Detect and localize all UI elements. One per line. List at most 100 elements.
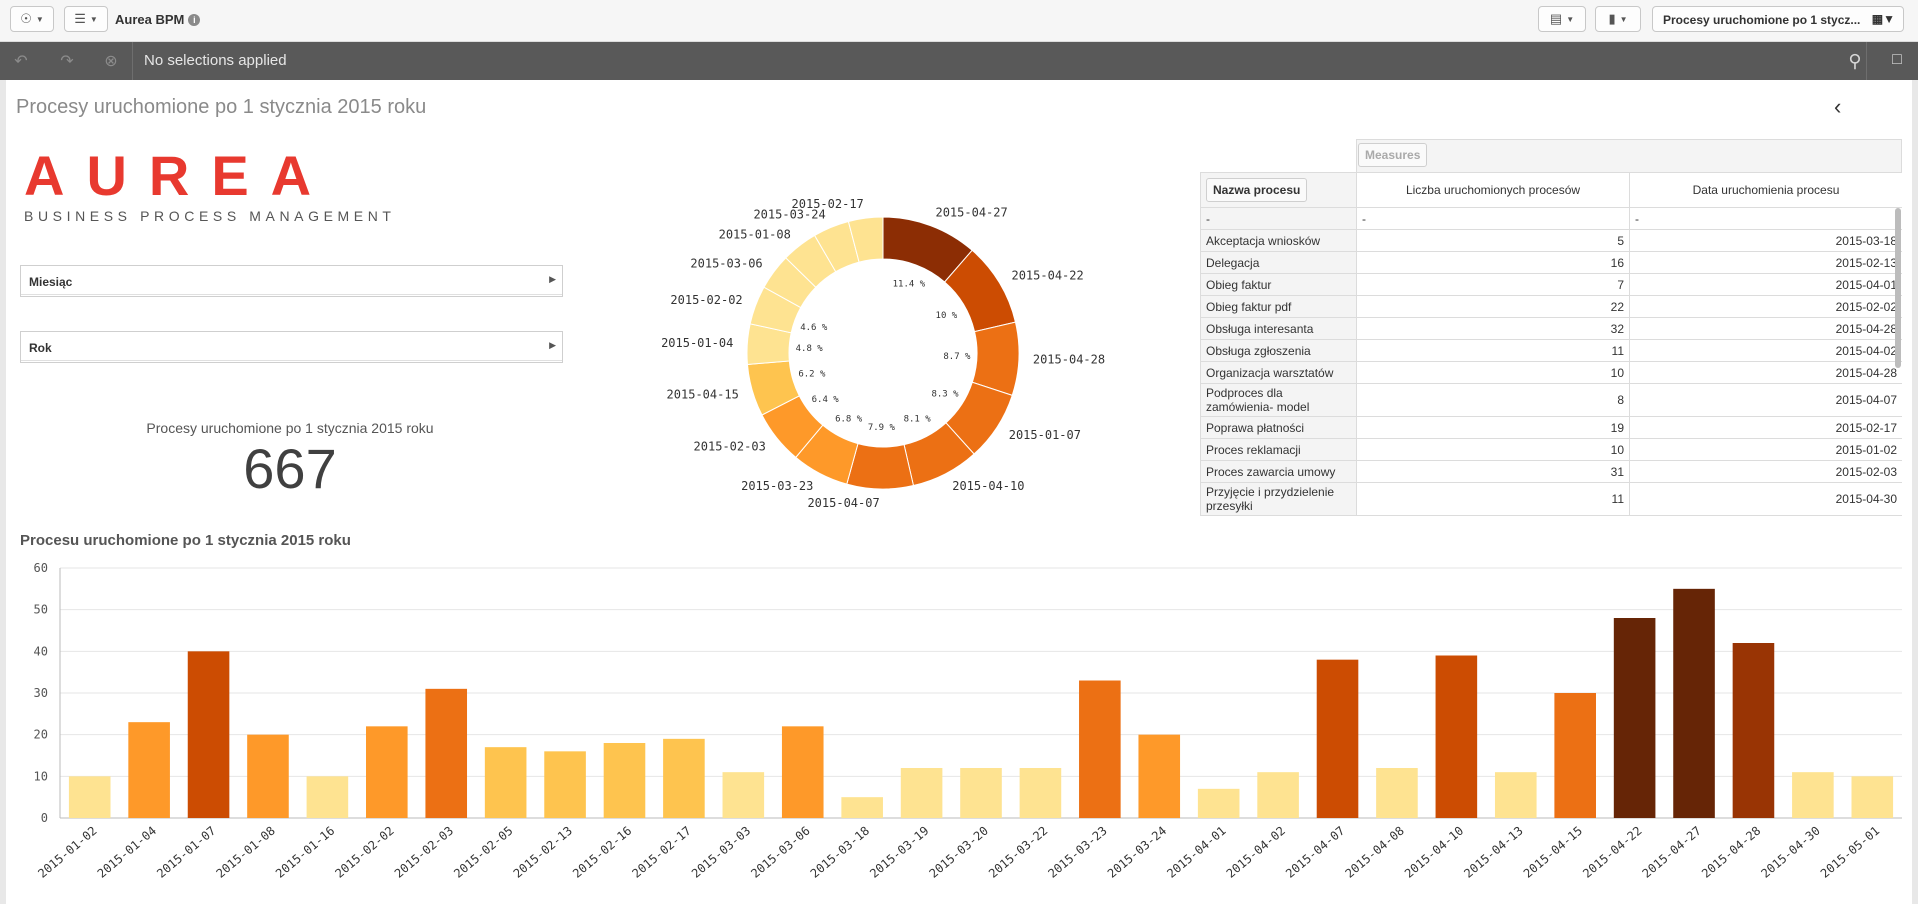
bar[interactable] [1851, 776, 1894, 818]
x-tick-label: 2015-03-03 [689, 824, 753, 881]
donut-category-label: 2015-04-28 [1033, 353, 1105, 367]
table-row[interactable]: Przyjęcie i przydzielenie przesyłki 11 201… [1200, 482, 1902, 516]
x-tick-label: 2015-04-10 [1402, 824, 1466, 881]
bar[interactable] [1435, 655, 1478, 819]
bar[interactable] [1376, 768, 1418, 818]
present-button[interactable]: ▤ ▼ [1538, 6, 1586, 32]
x-tick-label: 2015-04-22 [1580, 824, 1644, 881]
filter-year[interactable]: Rok ▶ [20, 331, 563, 363]
table-cell-date: 2015-03-18 [1629, 229, 1902, 252]
x-tick-label: 2015-03-18 [808, 824, 872, 881]
info-icon[interactable]: i [188, 14, 201, 26]
column-header-count[interactable]: Liczba uruchomionych procesów [1356, 172, 1630, 208]
table-row[interactable]: Akceptacja wniosków 5 2015-03-18 [1200, 229, 1902, 252]
bar[interactable] [841, 797, 883, 818]
sheet-menu-button[interactable]: ☰ ▼ [64, 6, 108, 32]
chevron-left-icon[interactable]: ‹ [1834, 94, 1842, 119]
bar[interactable] [484, 747, 527, 818]
table-row[interactable]: Delegacja 16 2015-02-13 [1200, 251, 1902, 274]
table-cell-name: Organizacja warsztatów [1200, 361, 1357, 384]
column-header-name[interactable]: Nazwa procesu [1200, 172, 1357, 208]
bar[interactable] [306, 776, 349, 818]
app-title: Aurea BPM i [115, 12, 201, 27]
table-row[interactable]: Organizacja warsztatów 10 2015-04-28 [1200, 361, 1902, 384]
bookmark-button[interactable]: ▮ ▼ [1595, 6, 1641, 32]
y-tick-label: 10 [34, 769, 48, 783]
app-title-text: Aurea BPM [115, 12, 185, 27]
donut-category-label: 2015-02-03 [694, 440, 766, 454]
bar[interactable] [1673, 588, 1715, 818]
x-tick-label: 2015-01-02 [35, 824, 99, 881]
table-cell-count: 22 [1356, 295, 1630, 318]
bar[interactable] [1494, 772, 1537, 818]
bar[interactable] [1732, 643, 1775, 818]
step-forward-icon[interactable]: ↷ [60, 53, 74, 70]
donut-category-label: 2015-04-22 [1011, 269, 1083, 283]
table-row[interactable]: Podproces dla zamówienia- model 8 2015-04-… [1200, 383, 1902, 417]
table-row[interactable]: Obsługa interesanta 32 2015-04-28 [1200, 317, 1902, 340]
presentation-icon: ▤ [1549, 11, 1563, 26]
selections-status: No selections applied [144, 52, 287, 69]
table-cell-date: 2015-02-02 [1629, 295, 1902, 318]
smart-select-icon[interactable]: □ [1892, 51, 1902, 68]
bar[interactable] [900, 768, 943, 818]
donut-value-label: 6.4 % [812, 395, 840, 405]
bar[interactable] [722, 772, 765, 818]
sheet-selector[interactable]: Procesy uruchomione po 1 stycz... ▦▼ [1652, 6, 1904, 32]
bar[interactable] [1019, 768, 1062, 818]
bar[interactable] [247, 734, 289, 818]
donut-slice[interactable] [846, 442, 915, 490]
bar[interactable] [1138, 734, 1181, 818]
bar[interactable] [425, 688, 468, 818]
table-row[interactable]: Obsługa zgłoszenia 11 2015-04-02 [1200, 339, 1902, 362]
table-cell-name: Obieg faktur pdf [1200, 295, 1357, 318]
table-row[interactable]: Proces zawarcia umowy 31 2015-02-03 [1200, 460, 1902, 483]
clear-selections-icon[interactable]: ⊗ [104, 53, 118, 70]
table-cell-count: 10 [1356, 361, 1630, 384]
step-back-icon[interactable]: ↶ [14, 53, 28, 70]
bar[interactable] [187, 651, 230, 818]
table-scrollbar[interactable] [1895, 208, 1901, 368]
bar[interactable] [1197, 788, 1240, 818]
bar[interactable] [68, 776, 111, 818]
donut-slice[interactable] [847, 216, 884, 263]
bar[interactable] [960, 768, 1002, 818]
table-row[interactable]: Proces reklamacji 10 2015-01-02 [1200, 438, 1902, 461]
kpi-label: Procesy uruchomione po 1 stycznia 2015 r… [146, 420, 434, 436]
bar[interactable] [1554, 693, 1596, 818]
bar-chart-title: Procesu uruchomione po 1 stycznia 2015 r… [20, 532, 351, 549]
x-tick-label: 2015-03-19 [867, 824, 931, 881]
table-row[interactable]: Obieg faktur pdf 22 2015-02-02 [1200, 295, 1902, 318]
bar[interactable] [603, 743, 646, 818]
bar[interactable] [1792, 772, 1834, 818]
bar[interactable] [1079, 680, 1121, 819]
bar[interactable] [663, 738, 705, 818]
y-tick-label: 50 [34, 603, 48, 617]
bar[interactable] [366, 726, 408, 818]
selections-bar: ↶ ↷ ⊗ No selections applied ⚲ □ [0, 42, 1918, 80]
bar[interactable] [128, 722, 170, 818]
pivot-table[interactable]: Nazwa procesu Liczba uruchomionych proce… [1200, 172, 1902, 558]
sheets-icon: ▦▼ [1871, 12, 1895, 26]
chevron-down-icon: ▼ [1566, 14, 1575, 24]
measures-button[interactable]: Measures [1358, 143, 1428, 167]
x-tick-label: 2015-01-08 [214, 824, 278, 881]
column-header-date[interactable]: Data uruchomienia procesu [1629, 172, 1902, 208]
bar[interactable] [1257, 772, 1299, 818]
bar[interactable] [544, 751, 586, 818]
compass-icon: ☉ [20, 11, 32, 26]
bar[interactable] [1316, 659, 1359, 818]
table-row[interactable]: Poprawa płatności 19 2015-02-17 [1200, 416, 1902, 439]
donut-chart[interactable]: 2015-04-27 11.4 % 2015-04-22 10 % 2015-04-28… [640, 160, 1160, 520]
bar[interactable] [1613, 618, 1656, 818]
navigation-button[interactable]: ☉ ▼ [10, 6, 54, 32]
column-name-button[interactable]: Nazwa procesu [1206, 178, 1308, 202]
table-cell-count: 10 [1356, 438, 1630, 461]
table-row[interactable]: Obieg faktur 7 2015-04-01 [1200, 273, 1902, 296]
bar[interactable] [781, 726, 824, 818]
search-icon[interactable]: ⚲ [1848, 51, 1862, 71]
x-tick-label: 2015-04-07 [1283, 824, 1347, 881]
filter-month[interactable]: Miesiąc ▶ [20, 265, 563, 297]
divider [132, 42, 133, 80]
bar-chart[interactable]: 01020304050602015-01-022015-01-042015-01… [14, 556, 1904, 896]
